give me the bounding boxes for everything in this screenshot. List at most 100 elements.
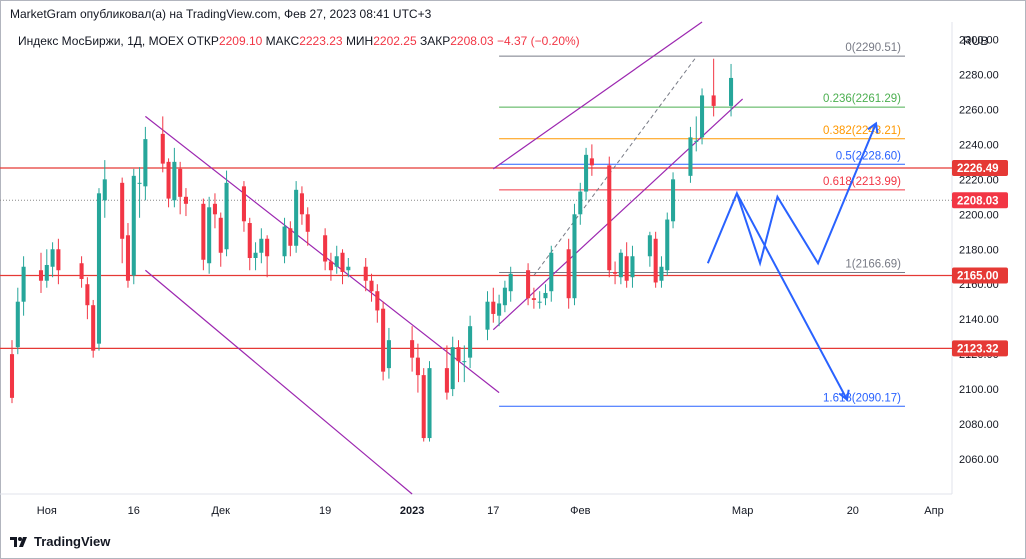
candle-body — [96, 193, 102, 344]
candle-body — [375, 291, 380, 311]
candle-body — [131, 175, 136, 276]
candle-body — [543, 292, 548, 299]
descending-channel-line — [145, 115, 500, 394]
candle-body — [334, 256, 339, 267]
price-tick-label: 2140.00 — [959, 314, 999, 326]
price-badge — [952, 340, 1008, 357]
candle-body — [323, 235, 328, 262]
time-tick-label: Апр — [924, 505, 943, 517]
candle-body — [15, 301, 20, 348]
candle-body — [85, 284, 90, 306]
candle-body — [549, 252, 554, 292]
candle-body — [607, 165, 612, 271]
price-badge — [952, 159, 1008, 176]
candle-body — [410, 340, 415, 358]
candle-body — [369, 280, 374, 292]
price-badge-label: 2208.03 — [957, 195, 999, 207]
candle-body — [381, 308, 386, 372]
time-tick-label: Мар — [732, 505, 754, 517]
candle-body — [259, 238, 264, 253]
price-badge-label: 2226.49 — [957, 163, 999, 175]
candle-body — [305, 214, 310, 232]
candle-body — [212, 203, 217, 215]
candle-body — [218, 217, 223, 253]
candle-body — [711, 95, 716, 106]
candle-body — [143, 139, 148, 187]
fib-level-label: 0.236(2261.29) — [823, 93, 901, 105]
candle-body — [688, 137, 693, 176]
fib-level-label: 1(2166.69) — [845, 259, 901, 271]
candle-body — [671, 179, 676, 222]
open-value: 2209.10 — [218, 34, 263, 48]
price-badge-label: 2165.00 — [957, 270, 999, 282]
candle-body — [485, 301, 490, 330]
fib-level-label: 0.5(2228.60) — [836, 150, 901, 162]
price-badge-label: 2123.32 — [957, 343, 999, 355]
candle-body — [572, 214, 577, 299]
candle-body — [450, 347, 455, 390]
fib-level-label: 1.618(2090.17) — [823, 392, 901, 404]
fib-level-label: 0.618(2213.99) — [823, 176, 901, 188]
candle-body — [288, 228, 293, 246]
bullish-projection-path — [706, 123, 877, 267]
price-tick-label: 2300.00 — [959, 34, 999, 46]
candle-body — [265, 238, 270, 257]
candle-body — [21, 266, 26, 302]
candle-body — [102, 179, 107, 201]
candle-body — [160, 133, 165, 164]
candle-body — [282, 226, 287, 257]
time-tick-label: 19 — [319, 505, 331, 517]
candle-body — [653, 238, 658, 283]
price-tick-label: 2240.00 — [959, 139, 999, 151]
price-badge — [952, 192, 1008, 209]
candle-body — [328, 261, 333, 271]
candle-body — [665, 219, 670, 271]
candle-body — [462, 361, 467, 363]
candle-body — [44, 264, 49, 281]
candle-body — [201, 203, 206, 260]
time-tick-label: Фев — [570, 505, 590, 517]
candle-body — [120, 182, 125, 239]
candle-body — [166, 161, 171, 199]
footer-brand-text: TradingView — [34, 534, 111, 549]
fib-level-label: 0(2290.51) — [845, 42, 901, 54]
candle-body — [363, 266, 368, 281]
time-tick-label: 2023 — [400, 505, 424, 517]
candle-body — [56, 249, 61, 271]
candle-body — [566, 249, 571, 299]
candle-body — [224, 182, 229, 250]
price-tick-label: 2100.00 — [959, 384, 999, 396]
candle-body — [444, 368, 449, 393]
candle-body — [502, 287, 507, 306]
close-label: ЗАКР — [419, 34, 451, 48]
candle-body — [589, 158, 594, 166]
low-value: 2202.25 — [373, 34, 417, 48]
fib-level-label: 0.382(2243.21) — [823, 125, 901, 137]
candle-body — [694, 140, 699, 142]
time-tick-label: 20 — [847, 505, 859, 517]
price-tick-label: 2200.00 — [959, 209, 999, 221]
candle-body — [125, 235, 131, 281]
change-value: −4.37 (−0.20%) — [496, 34, 580, 48]
descending-channel-line — [144, 269, 413, 495]
candle-body — [207, 207, 212, 264]
price-badge — [952, 267, 1008, 284]
currency-label[interactable]: RUB — [963, 34, 989, 48]
candle-body — [183, 196, 188, 204]
candle-body — [456, 347, 461, 362]
candle-body — [50, 249, 55, 267]
ascending-channel-line — [492, 21, 703, 170]
time-tick-label: 16 — [128, 505, 140, 517]
candle-body — [427, 368, 432, 439]
symbol-name[interactable]: Индекс МосБиржи, 1Д, MOEX — [18, 34, 184, 48]
candle-body — [537, 301, 542, 303]
time-tick-label: Ноя — [37, 505, 57, 517]
time-tick-label: 17 — [487, 505, 499, 517]
candle-body — [613, 271, 618, 274]
candle-body — [172, 161, 177, 201]
candle-body — [340, 252, 345, 272]
candle-body — [415, 357, 420, 376]
ascending-channel-line — [492, 98, 744, 331]
candle-body — [247, 223, 252, 258]
